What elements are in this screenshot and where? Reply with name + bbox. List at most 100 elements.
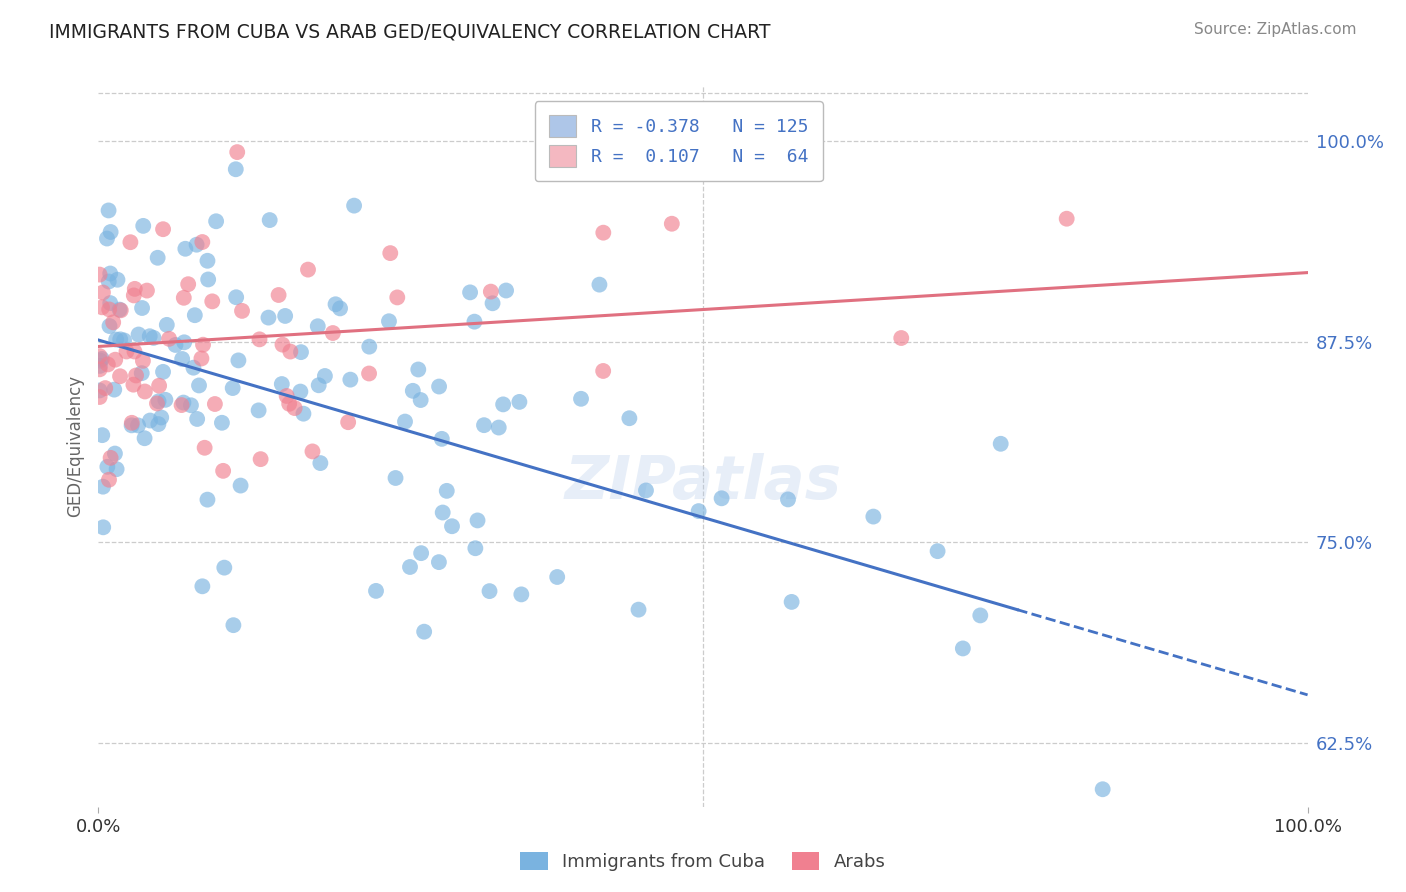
- Point: [297, 262, 319, 277]
- Point: [152, 365, 174, 379]
- Point: [225, 290, 247, 304]
- Point: [862, 509, 884, 524]
- Point: [128, 327, 150, 342]
- Point: [89, 362, 111, 376]
- Point: [384, 471, 406, 485]
- Point: [148, 394, 170, 409]
- Point: [125, 368, 148, 383]
- Point: [280, 344, 302, 359]
- Point: [98, 267, 121, 281]
- Point: [270, 377, 292, 392]
- Point: [89, 268, 111, 282]
- Point: [464, 541, 486, 556]
- Point: [104, 446, 127, 460]
- Point: [409, 392, 432, 407]
- Point: [104, 352, 127, 367]
- Point: [197, 253, 219, 268]
- Point: [122, 288, 145, 302]
- Point: [177, 277, 200, 292]
- Point: [301, 444, 323, 458]
- Point: [96, 459, 118, 474]
- Point: [467, 513, 489, 527]
- Point: [110, 303, 132, 318]
- Point: [100, 450, 122, 465]
- Point: [990, 437, 1012, 451]
- Point: [307, 319, 329, 334]
- Point: [228, 353, 250, 368]
- Text: Source: ZipAtlas.com: Source: ZipAtlas.com: [1194, 22, 1357, 37]
- Point: [776, 492, 799, 507]
- Point: [274, 309, 297, 323]
- Point: [91, 480, 114, 494]
- Point: [634, 483, 657, 498]
- Point: [214, 560, 236, 574]
- Point: [569, 392, 592, 406]
- Point: [134, 384, 156, 399]
- Point: [226, 145, 249, 160]
- Point: [1056, 211, 1078, 226]
- Point: [105, 462, 128, 476]
- Point: [103, 383, 125, 397]
- Point: [121, 416, 143, 430]
- Point: [278, 397, 301, 411]
- Point: [170, 398, 193, 412]
- Point: [508, 395, 530, 409]
- Y-axis label: GED/Equivalency: GED/Equivalency: [66, 375, 84, 517]
- Point: [661, 217, 683, 231]
- Legend: R = -0.378   N = 125, R =  0.107   N =  64: R = -0.378 N = 125, R = 0.107 N = 64: [534, 101, 823, 181]
- Point: [97, 275, 120, 289]
- Point: [142, 331, 165, 345]
- Point: [120, 235, 142, 250]
- Point: [115, 344, 138, 359]
- Point: [103, 315, 125, 329]
- Point: [148, 417, 170, 431]
- Text: ZIPatlas: ZIPatlas: [564, 452, 842, 512]
- Point: [152, 222, 174, 236]
- Point: [927, 544, 949, 558]
- Point: [257, 310, 280, 325]
- Point: [364, 583, 387, 598]
- Legend: Immigrants from Cuba, Arabs: Immigrants from Cuba, Arabs: [513, 845, 893, 879]
- Point: [329, 301, 352, 316]
- Point: [325, 297, 347, 311]
- Point: [308, 378, 330, 392]
- Point: [132, 354, 155, 368]
- Point: [186, 412, 208, 426]
- Point: [380, 246, 402, 260]
- Point: [378, 314, 401, 328]
- Point: [108, 369, 131, 384]
- Point: [89, 353, 111, 368]
- Point: [191, 235, 214, 249]
- Point: [290, 345, 312, 359]
- Point: [337, 415, 360, 429]
- Point: [91, 520, 114, 534]
- Point: [157, 332, 180, 346]
- Point: [146, 396, 169, 410]
- Point: [134, 431, 156, 445]
- Point: [96, 231, 118, 245]
- Point: [91, 285, 114, 300]
- Point: [343, 199, 366, 213]
- Point: [672, 163, 695, 178]
- Point: [588, 277, 610, 292]
- Point: [290, 384, 312, 399]
- Point: [440, 519, 463, 533]
- Point: [249, 452, 271, 467]
- Point: [194, 441, 217, 455]
- Point: [271, 337, 294, 351]
- Point: [124, 344, 146, 359]
- Point: [322, 326, 344, 340]
- Point: [173, 335, 195, 350]
- Point: [132, 219, 155, 233]
- Point: [249, 332, 271, 346]
- Point: [314, 369, 336, 384]
- Point: [146, 251, 169, 265]
- Point: [190, 351, 212, 366]
- Point: [276, 389, 298, 403]
- Point: [478, 584, 501, 599]
- Point: [91, 301, 114, 315]
- Point: [481, 296, 503, 310]
- Point: [402, 384, 425, 398]
- Point: [183, 360, 205, 375]
- Point: [357, 367, 380, 381]
